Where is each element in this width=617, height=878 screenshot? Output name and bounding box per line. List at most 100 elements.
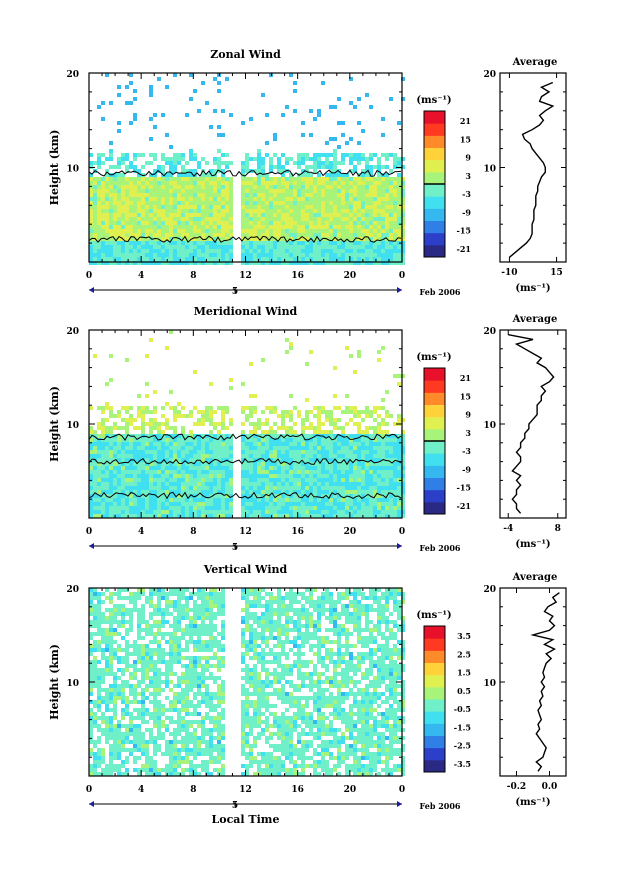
heatmap-cell — [297, 241, 301, 245]
heatmap-cell — [301, 257, 305, 261]
heatmap-cell — [269, 249, 273, 253]
heatmap-cell — [281, 193, 285, 197]
heatmap-cell — [297, 233, 301, 237]
heatmap-cell — [293, 241, 297, 245]
heatmap-cell — [321, 153, 325, 157]
heatmap-cell — [137, 506, 141, 510]
heatmap-cell — [353, 414, 357, 418]
heatmap-cell — [113, 486, 117, 490]
heatmap-cell — [333, 470, 337, 474]
heatmap-cell — [317, 109, 321, 113]
heatmap-cell — [385, 225, 389, 229]
heatmap-cell — [157, 257, 161, 261]
heatmap-cell — [153, 620, 157, 624]
heatmap-cell — [149, 201, 153, 205]
heatmap-cell — [249, 430, 253, 434]
heatmap-cell — [325, 510, 329, 514]
heatmap-cell — [245, 205, 249, 209]
heatmap-cell — [381, 205, 385, 209]
heatmap-cell — [93, 704, 97, 708]
heatmap-cell — [385, 217, 389, 221]
heatmap-cell — [193, 454, 197, 458]
heatmap-cell — [357, 185, 361, 189]
heatmap-cell — [225, 426, 229, 430]
heatmap-cell — [357, 354, 361, 358]
heatmap-cell — [361, 201, 365, 205]
heatmap-cell — [185, 193, 189, 197]
heatmap-cell — [313, 185, 317, 189]
heatmap-cell — [293, 486, 297, 490]
heatmap-cell — [145, 728, 149, 732]
heatmap-cell — [129, 446, 133, 450]
heatmap-cell — [305, 458, 309, 462]
heatmap-cell — [141, 197, 145, 201]
heatmap-cell — [313, 498, 317, 502]
heatmap-cell — [141, 486, 145, 490]
heatmap-cell — [341, 253, 345, 257]
heatmap-cell — [173, 486, 177, 490]
heatmap-cell — [297, 454, 301, 458]
heatmap-cell — [305, 209, 309, 213]
heatmap-cell — [373, 442, 377, 446]
heatmap-cell — [181, 221, 185, 225]
heatmap-cell — [337, 470, 341, 474]
heatmap-cell — [305, 434, 309, 438]
heatmap-cell — [365, 205, 369, 209]
heatmap-cell — [129, 81, 133, 85]
heatmap-cell — [225, 470, 229, 474]
heatmap-cell — [321, 81, 325, 85]
heatmap-cell — [321, 193, 325, 197]
heatmap-cell — [325, 446, 329, 450]
heatmap-cell — [141, 604, 145, 608]
heatmap-cell — [137, 728, 141, 732]
heatmap-cell — [373, 205, 377, 209]
heatmap-cell — [281, 410, 285, 414]
heatmap-cell — [165, 221, 169, 225]
heatmap-cell — [225, 229, 229, 233]
heatmap-cell — [261, 201, 265, 205]
heatmap-cell — [357, 442, 361, 446]
heatmap-cell — [249, 394, 253, 398]
heatmap-cell — [177, 249, 181, 253]
heatmap-cell — [313, 221, 317, 225]
heatmap-cell — [305, 185, 309, 189]
heatmap-cell — [305, 470, 309, 474]
heatmap-cell — [269, 205, 273, 209]
heatmap-cell — [221, 482, 225, 486]
heatmap-cell — [321, 225, 325, 229]
heatmap-cell — [345, 486, 349, 490]
heatmap-cell — [109, 760, 113, 764]
heatmap-cell — [101, 652, 105, 656]
heatmap-cell — [269, 241, 273, 245]
heatmap-cell — [137, 668, 141, 672]
heatmap-cell — [329, 466, 333, 470]
heatmap-cell — [105, 209, 109, 213]
heatmap-cell — [149, 257, 153, 261]
heatmap-cell — [269, 474, 273, 478]
heatmap-cell — [129, 474, 133, 478]
heatmap-cell — [333, 249, 337, 253]
heatmap-cell — [369, 478, 373, 482]
heatmap-cell — [189, 506, 193, 510]
profile-title: Average — [512, 57, 558, 68]
heatmap-cell — [145, 600, 149, 604]
heatmap-cell — [201, 213, 205, 217]
x-tick-label: 20 — [344, 271, 357, 281]
heatmap-cell — [121, 193, 125, 197]
heatmap-cell — [213, 233, 217, 237]
heatmap-cell — [369, 189, 373, 193]
heatmap-cell — [133, 660, 137, 664]
heatmap-cell — [313, 177, 317, 181]
heatmap-cell — [373, 426, 377, 430]
heatmap-cell — [205, 185, 209, 189]
heatmap-cell — [309, 209, 313, 213]
heatmap-cell — [97, 596, 101, 600]
heatmap-cell — [225, 197, 229, 201]
heatmap-cell — [97, 458, 101, 462]
heatmap-cell — [213, 189, 217, 193]
heatmap-cell — [145, 740, 149, 744]
heatmap-cell — [109, 632, 113, 636]
heatmap-cell — [285, 466, 289, 470]
heatmap-cell — [189, 414, 193, 418]
heatmap-cell — [357, 181, 361, 185]
